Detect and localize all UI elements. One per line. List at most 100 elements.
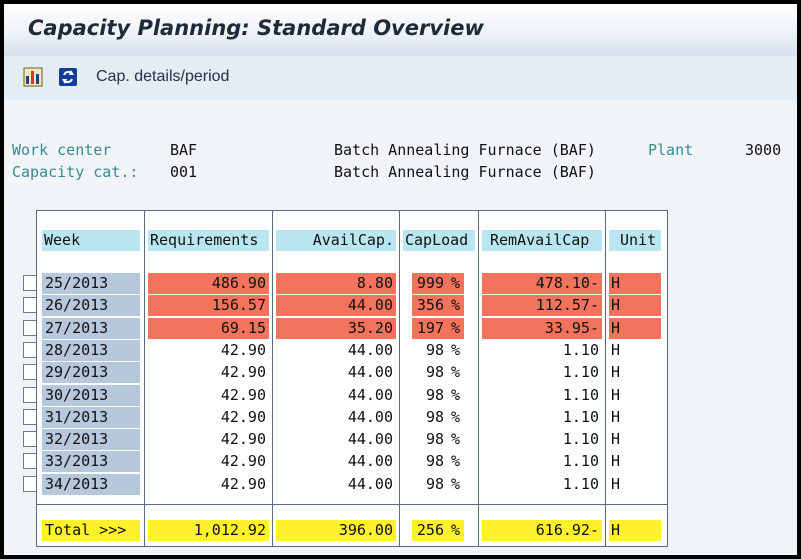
cell-req: 42.90: [220, 386, 266, 404]
cell-avail: 44.00: [347, 386, 393, 404]
title-bar: Capacity Planning: Standard Overview: [4, 4, 797, 56]
cell-unit: H: [609, 318, 661, 339]
cell-avail: 44.00: [347, 341, 393, 359]
capacity-cat-label: Capacity cat.:: [12, 163, 139, 181]
cell-avail: 44.00: [276, 295, 396, 316]
cell-load: 98: [425, 408, 444, 426]
cell-week[interactable]: 34/2013: [42, 474, 140, 495]
cell-pct: %: [448, 318, 464, 339]
cap-details-period-button[interactable]: Cap. details/period: [96, 68, 230, 85]
cell-req: 156.57: [148, 295, 269, 316]
application-toolbar: Cap. details/period: [4, 56, 797, 101]
row-select-checkbox[interactable]: [23, 320, 37, 336]
cell-load: 197: [412, 318, 448, 339]
column-header-week[interactable]: Week: [42, 230, 140, 251]
cell-req: 42.90: [220, 475, 266, 493]
total-divider: [37, 504, 667, 505]
cell-avail: 35.20: [276, 318, 396, 339]
total-load: 256: [412, 520, 448, 541]
cell-week[interactable]: 33/2013: [42, 451, 140, 472]
cell-week[interactable]: 32/2013: [42, 429, 140, 450]
cell-unit: H: [611, 341, 621, 359]
column-header-capload[interactable]: CapLoad: [403, 230, 475, 251]
cell-pct: %: [451, 452, 461, 470]
cell-load: 98: [425, 475, 444, 493]
row-select-checkbox[interactable]: [23, 342, 37, 358]
cell-unit: H: [611, 475, 621, 493]
cell-rem: 1.10: [562, 430, 599, 448]
cell-pct: %: [451, 341, 461, 359]
total-pct: %: [448, 520, 464, 541]
cell-avail: 8.80: [276, 273, 396, 294]
cell-unit: H: [611, 430, 621, 448]
row-select-checkbox[interactable]: [23, 476, 37, 492]
row-select-checkbox[interactable]: [23, 387, 37, 403]
cell-week[interactable]: 31/2013: [42, 407, 140, 428]
cell-pct: %: [451, 386, 461, 404]
cell-week[interactable]: 27/2013: [42, 318, 140, 339]
cell-req: 69.15: [148, 318, 269, 339]
column-divider: [605, 211, 606, 546]
window-title: Capacity Planning: Standard Overview: [28, 16, 484, 40]
cell-unit: H: [609, 273, 661, 294]
cell-load: 999: [412, 273, 448, 294]
cell-pct: %: [451, 363, 461, 381]
work-center-label: Work center: [12, 141, 112, 159]
cell-unit: H: [609, 295, 661, 316]
column-header-availcap[interactable]: AvailCap.: [276, 230, 396, 251]
cell-req: 42.90: [220, 408, 266, 426]
cell-load: 98: [425, 341, 444, 359]
chart-icon[interactable]: [23, 67, 43, 87]
cell-avail: 44.00: [347, 408, 393, 426]
total-week[interactable]: Total >>>: [42, 520, 140, 541]
row-select-checkbox[interactable]: [23, 364, 37, 380]
cell-rem: 1.10: [562, 475, 599, 493]
column-divider: [399, 211, 400, 546]
row-select-checkbox[interactable]: [23, 453, 37, 469]
cell-req: 42.90: [220, 363, 266, 381]
cell-week[interactable]: 30/2013: [42, 385, 140, 406]
cell-avail: 44.00: [347, 475, 393, 493]
cell-week[interactable]: 25/2013: [42, 273, 140, 294]
cell-unit: H: [611, 386, 621, 404]
column-divider: [144, 211, 145, 546]
cell-load: 356: [412, 295, 448, 316]
cell-week[interactable]: 29/2013: [42, 362, 140, 383]
cell-req: 42.90: [220, 452, 266, 470]
cell-pct: %: [451, 430, 461, 448]
cell-rem: 1.10: [562, 363, 599, 381]
cell-unit: H: [611, 452, 621, 470]
cell-unit: H: [611, 408, 621, 426]
cell-load: 98: [425, 430, 444, 448]
header-area: Work center BAF Batch Annealing Furnace …: [4, 100, 797, 200]
cell-req: 42.90: [220, 430, 266, 448]
total-rem: 616.92-: [482, 520, 602, 541]
cell-rem: 112.57-: [482, 295, 602, 316]
capacity-table: Week Requirements AvailCap. CapLoad RemA…: [36, 210, 668, 547]
cell-avail: 44.00: [347, 430, 393, 448]
column-header-remavailcap[interactable]: RemAvailCap: [482, 230, 602, 251]
cell-load: 98: [425, 452, 444, 470]
work-center-value: BAF: [170, 141, 198, 159]
column-header-unit[interactable]: Unit: [609, 230, 661, 251]
row-select-checkbox[interactable]: [23, 431, 37, 447]
column-header-requirements[interactable]: Requirements: [148, 230, 269, 251]
cell-rem: 1.10: [562, 341, 599, 359]
cell-pct: %: [448, 295, 464, 316]
total-avail: 396.00: [276, 520, 396, 541]
cell-req: 486.90: [148, 273, 269, 294]
total-req: 1,012.92: [148, 520, 269, 541]
column-divider: [272, 211, 273, 546]
cell-pct: %: [451, 408, 461, 426]
row-select-checkbox[interactable]: [23, 275, 37, 291]
capacity-cat-value: 001: [170, 163, 198, 181]
refresh-icon[interactable]: [58, 67, 78, 87]
work-center-description: Batch Annealing Furnace (BAF): [334, 141, 596, 159]
cell-rem: 33.95-: [482, 318, 602, 339]
row-select-checkbox[interactable]: [23, 297, 37, 313]
cell-rem: 1.10: [562, 452, 599, 470]
column-divider: [478, 211, 479, 546]
cell-week[interactable]: 26/2013: [42, 295, 140, 316]
row-select-checkbox[interactable]: [23, 409, 37, 425]
cell-week[interactable]: 28/2013: [42, 340, 140, 361]
